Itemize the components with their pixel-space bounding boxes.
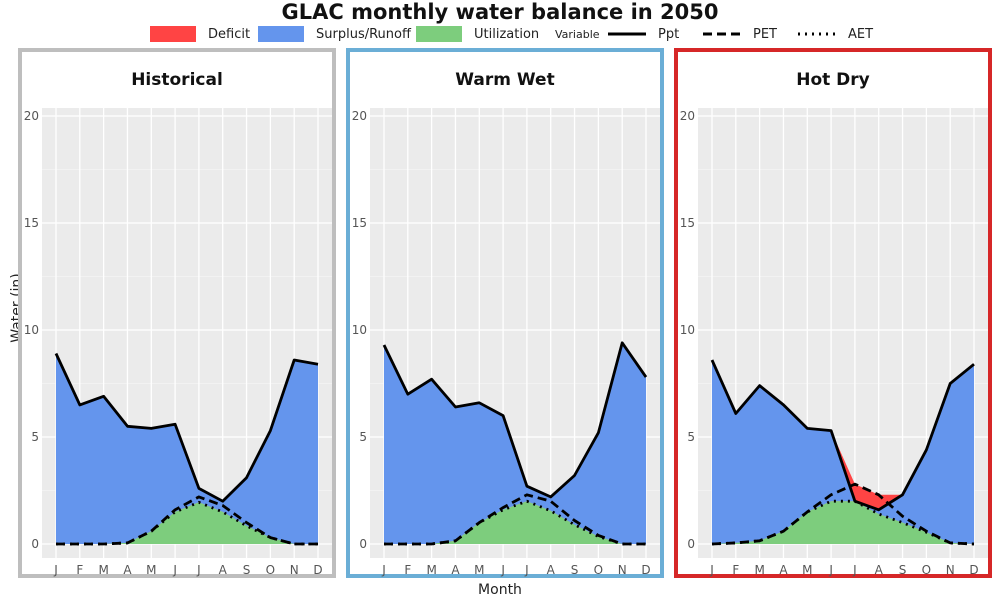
x-tick-label: N (618, 563, 627, 577)
panel-historical: Historical 0 5 10 15 20 J F M A M J J A S O N D (18, 48, 336, 578)
x-tick-label: F (76, 563, 83, 577)
x-tick-label: M (146, 563, 156, 577)
legend-label: Ppt (658, 27, 679, 42)
y-tick-label: 10 (352, 323, 367, 337)
x-tick-label: J (524, 563, 529, 577)
y-tick-label: 15 (680, 216, 695, 230)
series-line-aet (711, 499, 975, 546)
x-tick-label: S (243, 563, 251, 577)
series-line-aet (56, 500, 318, 546)
panel-title: Warm Wet (455, 70, 555, 90)
y-tick-label: 0 (687, 537, 695, 551)
x-tick-label: J (500, 563, 505, 577)
surplus-runoff-area (56, 353, 318, 544)
panel-title: Hot Dry (796, 70, 870, 90)
x-axis-label: Month (478, 582, 522, 598)
legend-label: Deficit (208, 27, 250, 42)
x-tick-label: M (98, 563, 108, 577)
x-tick-label: M (474, 563, 484, 577)
x-tick-label: M (802, 563, 812, 577)
x-tick-label: J (381, 563, 386, 577)
x-tick-label: A (779, 563, 788, 577)
x-tick-label: J (196, 563, 201, 577)
x-tick-label: J (828, 563, 833, 577)
y-tick-label: 5 (687, 430, 695, 444)
legend-swatch-utilization (416, 26, 462, 42)
x-tick-label: J (172, 563, 177, 577)
y-tick-label: 20 (24, 109, 39, 123)
surplus-runoff-area (712, 360, 974, 544)
y-tick-label: 10 (680, 323, 695, 337)
y-tick-label: 0 (359, 537, 367, 551)
utilization-area (712, 501, 974, 544)
x-tick-label: F (732, 563, 739, 577)
legend-label: PET (753, 27, 777, 42)
x-tick-label: D (313, 563, 322, 577)
x-tick-label: N (946, 563, 955, 577)
legend-label: AET (848, 27, 873, 42)
x-tick-label: A (547, 563, 556, 577)
x-tick-label: D (641, 563, 650, 577)
y-tick-label: 20 (680, 109, 695, 123)
panel-warm-wet: Warm Wet 0 5 10 15 20 J F M A M J J A S O N D (346, 48, 664, 578)
series-line-ppt (710, 359, 975, 512)
y-tick-label: 15 (352, 216, 367, 230)
x-tick-label: A (875, 563, 884, 577)
y-tick-label: 15 (24, 216, 39, 230)
legend-swatch-surplus-runoff (258, 26, 304, 42)
y-tick-label: 5 (31, 430, 39, 444)
legend-graphics: Deficit Surplus/Runoff Utilization Variable… (150, 26, 873, 42)
chart-title: GLAC monthly water balance in 2050 (281, 0, 719, 24)
utilization-area (56, 502, 318, 544)
x-tick-label: J (709, 563, 714, 577)
panel-hot-dry: Hot Dry 0 5 10 15 20 J F M A M J J A S O N D (674, 48, 992, 578)
x-tick-label: D (969, 563, 978, 577)
y-tick-label: 10 (24, 323, 39, 337)
series-line-ppt (382, 341, 648, 499)
y-tick-label: 5 (359, 430, 367, 444)
y-tick-label: 0 (31, 537, 39, 551)
x-tick-label: A (451, 563, 460, 577)
series-line-ppt (54, 352, 319, 503)
utilization-area (384, 501, 646, 544)
x-tick-label: M (754, 563, 764, 577)
x-tick-label: O (594, 563, 603, 577)
x-tick-label: O (266, 563, 275, 577)
legend-label: Surplus/Runoff (316, 27, 412, 42)
series-line-aet (384, 499, 646, 546)
x-tick-label: A (123, 563, 132, 577)
x-tick-label: S (899, 563, 907, 577)
legend-variable-title: Variable (555, 28, 600, 41)
legend-swatch-deficit (150, 26, 196, 42)
x-tick-label: O (922, 563, 931, 577)
y-tick-label: 20 (352, 109, 367, 123)
panel-title: Historical (131, 70, 223, 90)
x-tick-label: F (404, 563, 411, 577)
legend-label: Utilization (474, 27, 539, 42)
x-tick-label: A (219, 563, 228, 577)
x-tick-label: J (852, 563, 857, 577)
x-tick-label: J (53, 563, 58, 577)
x-tick-label: S (571, 563, 579, 577)
legend: Deficit Surplus/Runoff Utilization Variable… (0, 24, 1000, 44)
x-tick-label: N (290, 563, 299, 577)
surplus-runoff-area (384, 342, 646, 544)
x-tick-label: M (426, 563, 436, 577)
